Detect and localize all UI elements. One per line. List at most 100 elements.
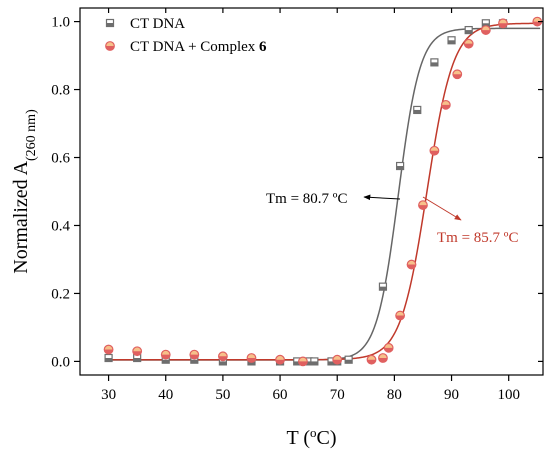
y-tick-label: 0.2: [51, 286, 70, 302]
series-1-point: [395, 161, 405, 171]
marker-fill: [379, 286, 387, 291]
marker-fill: [407, 264, 416, 269]
series-2-point: [429, 145, 440, 156]
series-2-point: [463, 38, 474, 49]
marker-fill: [452, 74, 462, 79]
y-tick-label: 1.0: [51, 15, 70, 31]
x-tick-label: 30: [101, 387, 116, 403]
tm-annotation-ct-dna: Tm = 80.7 ºC: [266, 191, 347, 207]
marker-fill: [310, 361, 318, 365]
series-1-point: [430, 58, 439, 67]
marker-fill: [328, 361, 336, 365]
x-tick-label: 100: [497, 387, 520, 403]
plot-border: [79, 7, 544, 376]
marker-fill: [441, 104, 451, 110]
marker-fill: [190, 359, 198, 364]
tm-annotation-complex: Tm = 85.7 ºC: [437, 230, 518, 246]
x-axis-title-sup: o: [310, 425, 317, 440]
series-2-point: [532, 16, 543, 27]
series-2-point: [406, 259, 417, 270]
marker-fill: [367, 359, 376, 365]
x-tick-label: 50: [215, 387, 230, 403]
legend-label-text: CT DNA: [130, 16, 185, 32]
series-1-point: [378, 282, 388, 291]
marker-fill: [247, 361, 255, 365]
marker-fill: [532, 21, 542, 26]
series-2-point: [332, 354, 343, 365]
series-2-point: [298, 356, 308, 367]
marker-fill: [396, 166, 404, 170]
marker-fill: [104, 349, 113, 354]
marker-fill: [105, 46, 115, 51]
marker-fill: [132, 351, 142, 356]
x-axis-title-main: T (: [286, 427, 310, 449]
series-2-point: [378, 353, 388, 363]
series-1-point: [413, 105, 422, 115]
x-tick-label: 90: [444, 387, 459, 403]
series-2-point: [418, 200, 428, 210]
plot-frame: [79, 7, 544, 376]
series-1-point: [310, 357, 319, 366]
legend-label-2: CT DNA + Complex 6: [130, 39, 267, 55]
fit-curve-2: [108, 22, 541, 361]
marker-fill: [378, 358, 388, 363]
series-2-point: [246, 353, 257, 363]
marker-fill: [465, 30, 473, 34]
series-2-point: [366, 354, 377, 365]
series-2-point: [275, 354, 285, 365]
marker-fill: [345, 359, 353, 364]
legend-label-text: CT DNA + Complex: [130, 39, 259, 55]
marker-fill: [275, 359, 285, 365]
x-tick-label: 70: [330, 387, 345, 403]
y-tick-label: 0.0: [51, 354, 70, 370]
tm-arrow-ct-dna: [363, 194, 401, 201]
marker-fill: [293, 361, 301, 365]
marker-fill: [418, 205, 428, 210]
data-markers: [103, 16, 543, 367]
series-1-point: [447, 36, 456, 45]
marker-fill: [162, 359, 170, 364]
series-2-point: [160, 349, 171, 360]
marker-fill: [395, 315, 405, 320]
series-2-point: [132, 346, 143, 357]
marker-fill: [384, 347, 393, 353]
x-tick-label: 80: [387, 387, 402, 403]
legend: CT DNA CT DNA + Complex 6: [105, 16, 267, 55]
series-2-point: [498, 18, 508, 29]
marker-fill: [247, 358, 256, 363]
x-axis-title: T (oC): [286, 425, 336, 450]
series-2-point: [383, 342, 394, 353]
marker-fill: [481, 30, 491, 35]
series-1-point: [344, 355, 353, 364]
y-tick-label: 0.4: [51, 218, 70, 234]
legend-label-bold: 6: [259, 39, 267, 55]
series-2-point: [218, 351, 228, 362]
series-1-point: [464, 25, 473, 35]
marker-fill: [498, 23, 508, 28]
y-axis-title: Normalized A(260 nm): [10, 109, 39, 274]
marker-fill: [219, 361, 227, 365]
y-axis-title-main: Normalized A: [10, 160, 32, 273]
marker-fill: [464, 43, 473, 48]
x-axis-title-tail: C): [317, 427, 337, 449]
annotations: Tm = 80.7 ºC Tm = 85.7 ºC: [266, 191, 518, 246]
marker-fill: [106, 23, 114, 27]
tm-arrow-complex: [422, 196, 462, 221]
marker-fill: [448, 40, 456, 44]
marker-fill: [190, 354, 199, 359]
legend-label-1: CT DNA: [130, 16, 185, 32]
marker-fill: [298, 361, 308, 366]
y-tick-label: 0.8: [51, 83, 70, 99]
marker-fill: [133, 358, 141, 362]
x-tick-label: 40: [158, 387, 173, 403]
marker-fill: [218, 356, 228, 361]
series-2-point: [480, 25, 491, 35]
series-2-point: [103, 344, 114, 355]
marker-fill: [305, 361, 313, 365]
x-tick-label: 60: [273, 387, 288, 403]
y-axis-title-sub: (260 nm): [24, 109, 39, 161]
marker-fill: [430, 150, 439, 156]
legend-marker-1: [105, 18, 115, 28]
